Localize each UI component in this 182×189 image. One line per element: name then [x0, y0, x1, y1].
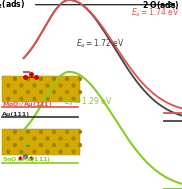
- Circle shape: [66, 77, 68, 80]
- Circle shape: [33, 97, 36, 100]
- Text: $\mathbf{O_2(ads)}$: $\mathbf{O_2(ads)}$: [0, 0, 25, 11]
- Text: $E_a = 1.72\ \mathrm{eV}$: $E_a = 1.72\ \mathrm{eV}$: [76, 37, 125, 50]
- Circle shape: [33, 137, 36, 140]
- Circle shape: [33, 84, 36, 87]
- Circle shape: [13, 91, 16, 94]
- Circle shape: [46, 137, 49, 140]
- Circle shape: [72, 84, 75, 87]
- Circle shape: [20, 84, 23, 87]
- Circle shape: [46, 97, 49, 100]
- Circle shape: [53, 144, 55, 146]
- Circle shape: [59, 84, 62, 87]
- Circle shape: [53, 130, 55, 133]
- Circle shape: [20, 150, 23, 153]
- Circle shape: [39, 77, 42, 80]
- Circle shape: [53, 77, 55, 80]
- Text: $E_a = 1.29\ \mathrm{eV}$: $E_a = 1.29\ \mathrm{eV}$: [64, 96, 112, 108]
- Circle shape: [79, 130, 82, 133]
- Circle shape: [59, 137, 62, 140]
- Circle shape: [79, 144, 82, 146]
- Circle shape: [39, 144, 42, 146]
- Circle shape: [33, 150, 36, 153]
- Circle shape: [46, 84, 49, 87]
- FancyBboxPatch shape: [2, 129, 80, 155]
- Circle shape: [20, 137, 23, 140]
- Circle shape: [13, 130, 16, 133]
- Circle shape: [27, 91, 29, 94]
- Circle shape: [79, 91, 82, 94]
- Circle shape: [13, 77, 16, 80]
- Text: $E_a = 1.74\ \mathrm{eV}$: $E_a = 1.74\ \mathrm{eV}$: [131, 7, 179, 19]
- Circle shape: [72, 150, 75, 153]
- Circle shape: [39, 91, 42, 94]
- Text: MoO$_3$/Au(111): MoO$_3$/Au(111): [2, 100, 52, 109]
- Circle shape: [7, 150, 10, 153]
- Circle shape: [7, 97, 10, 100]
- Circle shape: [7, 137, 10, 140]
- Circle shape: [72, 137, 75, 140]
- Circle shape: [59, 150, 62, 153]
- Circle shape: [13, 144, 16, 146]
- Text: $\mathbf{2\ O(ads)}$: $\mathbf{2\ O(ads)}$: [142, 0, 180, 11]
- Circle shape: [59, 97, 62, 100]
- Circle shape: [7, 84, 10, 87]
- Circle shape: [72, 97, 75, 100]
- Circle shape: [20, 97, 23, 100]
- Circle shape: [79, 77, 82, 80]
- FancyBboxPatch shape: [2, 76, 80, 102]
- Text: SnO$_2$/Au(111): SnO$_2$/Au(111): [2, 155, 51, 164]
- Circle shape: [27, 77, 29, 80]
- Circle shape: [66, 91, 68, 94]
- Circle shape: [39, 130, 42, 133]
- Circle shape: [66, 130, 68, 133]
- Circle shape: [27, 130, 29, 133]
- Circle shape: [46, 150, 49, 153]
- Circle shape: [66, 144, 68, 146]
- Circle shape: [27, 144, 29, 146]
- Circle shape: [53, 91, 55, 94]
- Text: Au(111): Au(111): [2, 112, 30, 117]
